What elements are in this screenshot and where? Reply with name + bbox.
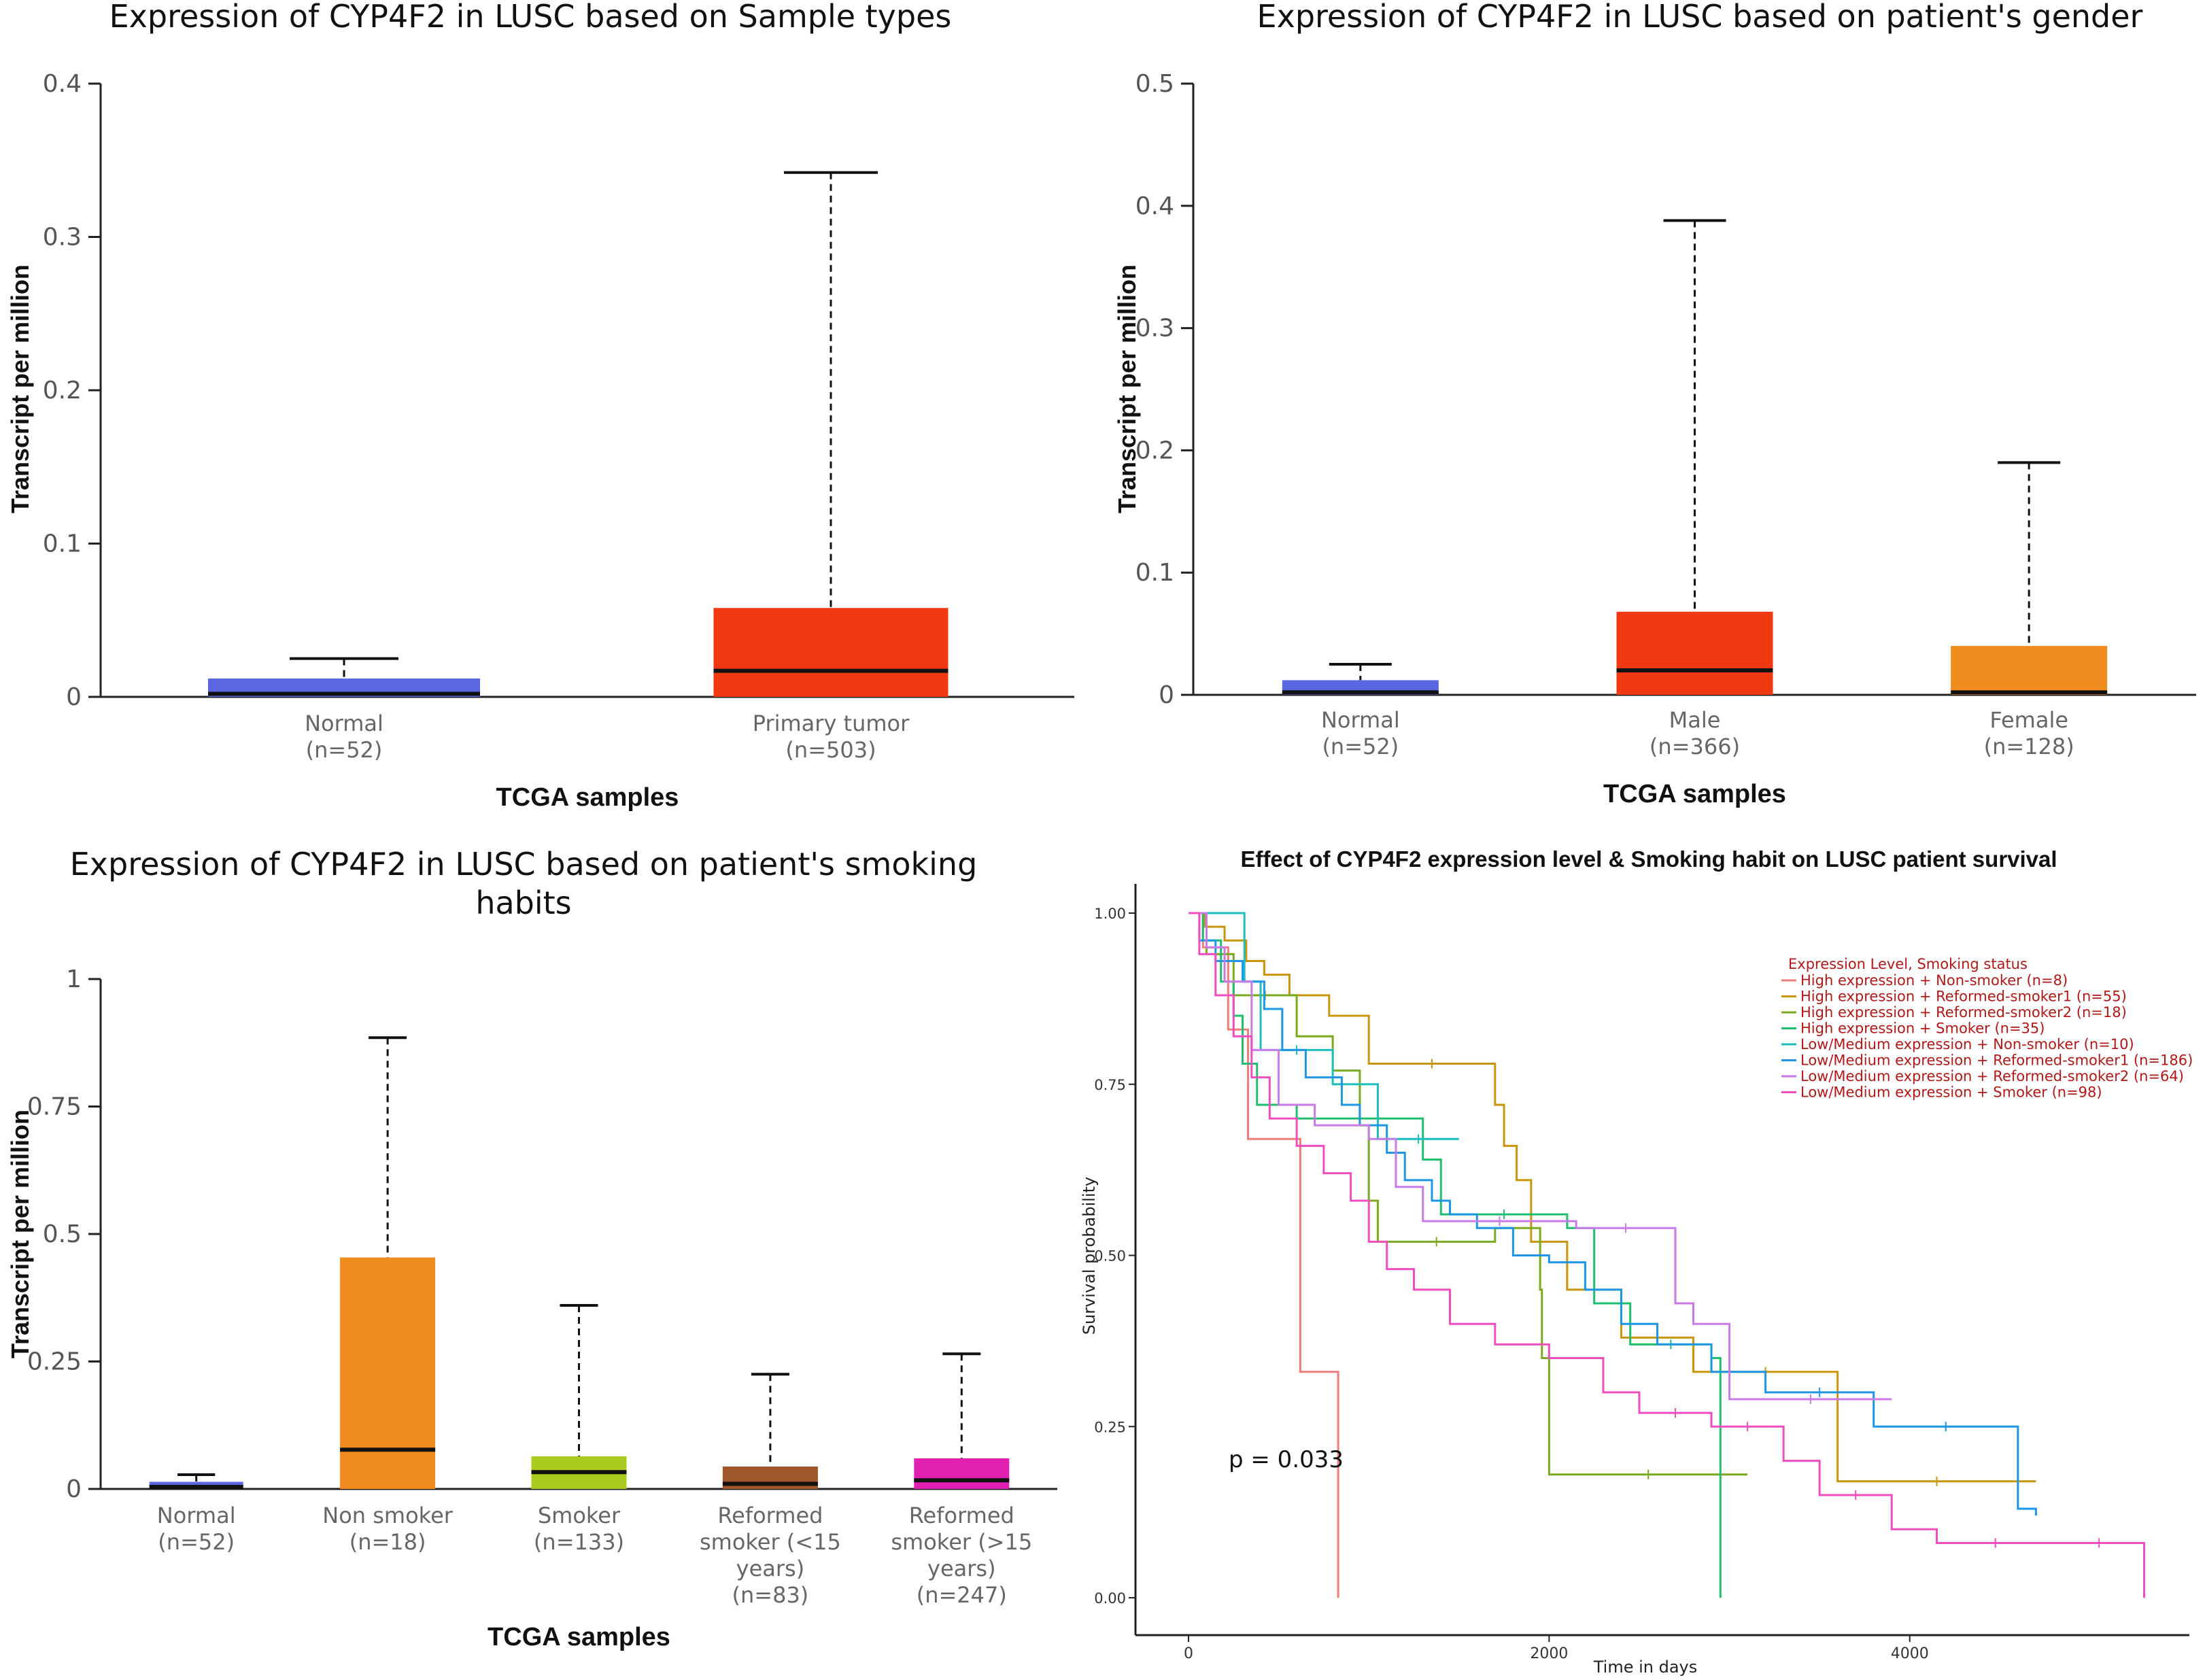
category-count: (n=83) [732, 1582, 809, 1608]
category-label: years) [736, 1556, 805, 1581]
y-tick-label: 0.50 [1094, 1248, 1126, 1265]
y-axis-label: Transcript per million [6, 264, 34, 513]
y-tick-label: 0.2 [43, 377, 82, 405]
category-count: (n=52) [158, 1529, 235, 1555]
survival-curve [1189, 912, 2036, 1483]
smoking-boxplot: Expression of CYP4F2 in LUSC based on pa… [6, 846, 1057, 1651]
legend-entry: Low/Medium expression + Smoker (n=98) [1800, 1084, 2102, 1101]
survival-curve [1189, 912, 1722, 1598]
chart-title: Effect of CYP4F2 expression level & Smok… [1240, 846, 2057, 872]
survival-curve [1189, 912, 1748, 1476]
y-tick-label: 1.00 [1094, 906, 1126, 922]
category-count: (n=366) [1650, 734, 1740, 759]
legend-entry: High expression + Non-smoker (n=8) [1800, 972, 2068, 989]
category-count: (n=18) [349, 1529, 426, 1555]
category-count: (n=52) [306, 737, 383, 763]
category-count: (n=128) [1984, 734, 2074, 759]
y-tick-label: 0 [66, 683, 82, 711]
legend-entry: High expression + Reformed-smoker1 (n=55… [1800, 989, 2127, 1005]
x-tick-label: 2000 [1530, 1645, 1568, 1662]
box-rect [914, 1458, 1010, 1489]
category-label: Male [1669, 707, 1721, 733]
box-rect [713, 608, 948, 697]
y-tick-label: 0.25 [27, 1348, 82, 1376]
chart-title: Expression of CYP4F2 in LUSC based on pa… [1257, 0, 2143, 35]
category-label: years) [927, 1556, 996, 1581]
y-tick-label: 0 [1159, 681, 1174, 709]
x-tick-label: 0 [1184, 1645, 1193, 1662]
y-tick-label: 0 [66, 1475, 82, 1503]
legend-entry: Low/Medium expression + Reformed-smoker2… [1800, 1068, 2184, 1084]
y-axis-label: Transcript per million [1113, 264, 1141, 513]
category-label: Reformed [909, 1503, 1014, 1528]
category-label: Non smoker [322, 1503, 453, 1528]
y-axis-label: Transcript per million [6, 1110, 34, 1358]
x-axis-label: TCGA samples [488, 1623, 670, 1651]
chart-title: Expression of CYP4F2 in LUSC based on Sa… [109, 0, 952, 35]
y-tick-label: 0.3 [1135, 315, 1174, 343]
box-rect [340, 1257, 436, 1489]
y-tick-label: 0.2 [1135, 436, 1174, 464]
chart-title-line: Expression of CYP4F2 in LUSC based on pa… [70, 846, 978, 882]
category-count: (n=133) [534, 1529, 624, 1555]
y-tick-label: 0.5 [43, 1220, 82, 1248]
category-label: Normal [1321, 707, 1400, 733]
category-count: (n=247) [917, 1582, 1007, 1608]
category-label: Normal [305, 710, 383, 736]
sample-types-boxplot: Expression of CYP4F2 in LUSC based on Sa… [6, 0, 1074, 812]
survival-curve [1189, 912, 1339, 1598]
survival-curve [1189, 912, 1892, 1401]
box-rect [1951, 646, 2108, 695]
y-axis-label: Survival probability [1080, 1177, 1099, 1335]
category-label: Female [1989, 707, 2068, 733]
category-label: Normal [157, 1503, 236, 1528]
category-count: (n=52) [1322, 734, 1399, 759]
category-count: (n=503) [785, 737, 876, 763]
y-tick-label: 0.1 [43, 530, 82, 558]
y-tick-label: 0.5 [1135, 70, 1174, 98]
y-tick-label: 1 [66, 965, 82, 993]
y-tick-label: 0.25 [1094, 1419, 1126, 1435]
x-tick-label: 4000 [1891, 1645, 1929, 1662]
survival-curve [1189, 912, 2145, 1598]
x-axis-label: TCGA samples [1603, 780, 1786, 808]
box-rect [1616, 611, 1773, 695]
gender-boxplot: Expression of CYP4F2 in LUSC based on pa… [1113, 0, 2196, 808]
y-tick-label: 0.75 [27, 1093, 82, 1121]
category-label: smoker (>15 [891, 1529, 1032, 1555]
survival-km-plot: Effect of CYP4F2 expression level & Smok… [1080, 846, 2193, 1677]
legend-entry: High expression + Smoker (n=35) [1800, 1021, 2045, 1037]
legend-entry: High expression + Reformed-smoker2 (n=18… [1800, 1004, 2127, 1021]
y-tick-label: 0.4 [1135, 192, 1174, 220]
category-label: Primary tumor [753, 710, 910, 736]
y-tick-label: 0.00 [1094, 1590, 1126, 1607]
x-axis-label: TCGA samples [496, 783, 679, 812]
category-label: smoker (<15 [700, 1529, 841, 1555]
legend-entry: Low/Medium expression + Reformed-smoker1… [1800, 1052, 2193, 1069]
y-tick-label: 0.1 [1135, 559, 1174, 587]
legend-entry: Low/Medium expression + Non-smoker (n=10… [1800, 1036, 2134, 1052]
category-label: Reformed [717, 1503, 823, 1528]
p-value-annotation: p = 0.033 [1229, 1446, 1344, 1473]
y-tick-label: 0.4 [43, 70, 82, 98]
x-axis-label: Time in days [1593, 1658, 1698, 1677]
y-tick-label: 0.75 [1094, 1077, 1126, 1093]
category-label: Smoker [538, 1503, 621, 1528]
chart-title-line: habits [475, 885, 571, 921]
legend-title: Expression Level, Smoking status [1788, 956, 2028, 972]
y-tick-label: 0.3 [43, 224, 82, 252]
